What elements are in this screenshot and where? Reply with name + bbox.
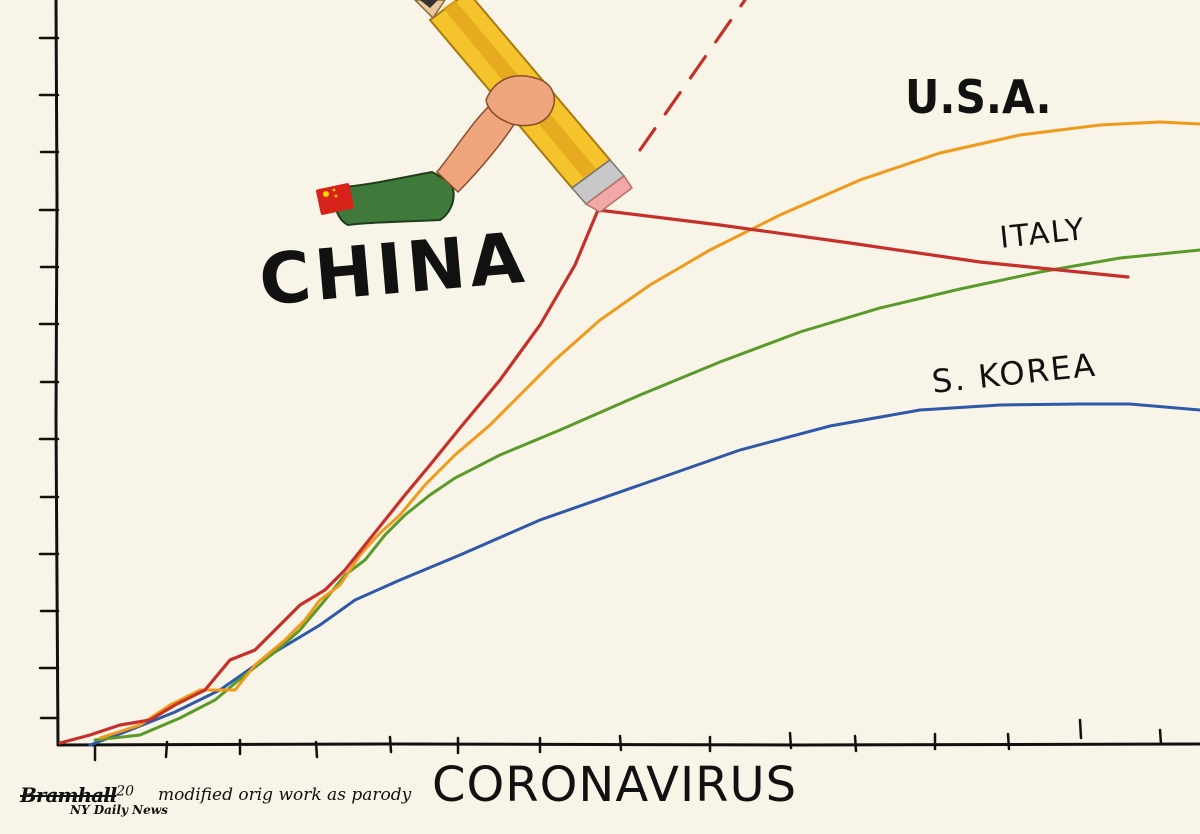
pencil-eraser [584, 174, 634, 213]
x-axis [56, 742, 1200, 747]
sleeve [333, 170, 455, 227]
x-ticks [93, 718, 1163, 762]
italy-curve [93, 248, 1200, 742]
y-ticks [38, 36, 60, 720]
usa-label: U.S.A. [905, 70, 1052, 124]
china-redrawn-line [596, 208, 1130, 279]
axes [54, 0, 1200, 747]
credit-note: modified orig work as parody [158, 785, 412, 805]
signature-paper: NY Daily News [70, 803, 168, 817]
y-axis [54, 0, 60, 747]
korea-curve [88, 402, 1200, 747]
signature-year: 20 [116, 783, 135, 800]
hand-grip [485, 75, 556, 127]
artist-signature: Bramhall20 NY Daily News [20, 783, 168, 817]
x-axis-label: CORONAVIRUS [432, 757, 798, 813]
china-dashed-segment [638, 0, 747, 152]
china-curve [58, 208, 600, 745]
signature-name: Bramhall [20, 783, 117, 807]
usa-curve [98, 120, 1200, 740]
hand-icon [316, 104, 522, 227]
pencil-tip [413, 0, 446, 20]
